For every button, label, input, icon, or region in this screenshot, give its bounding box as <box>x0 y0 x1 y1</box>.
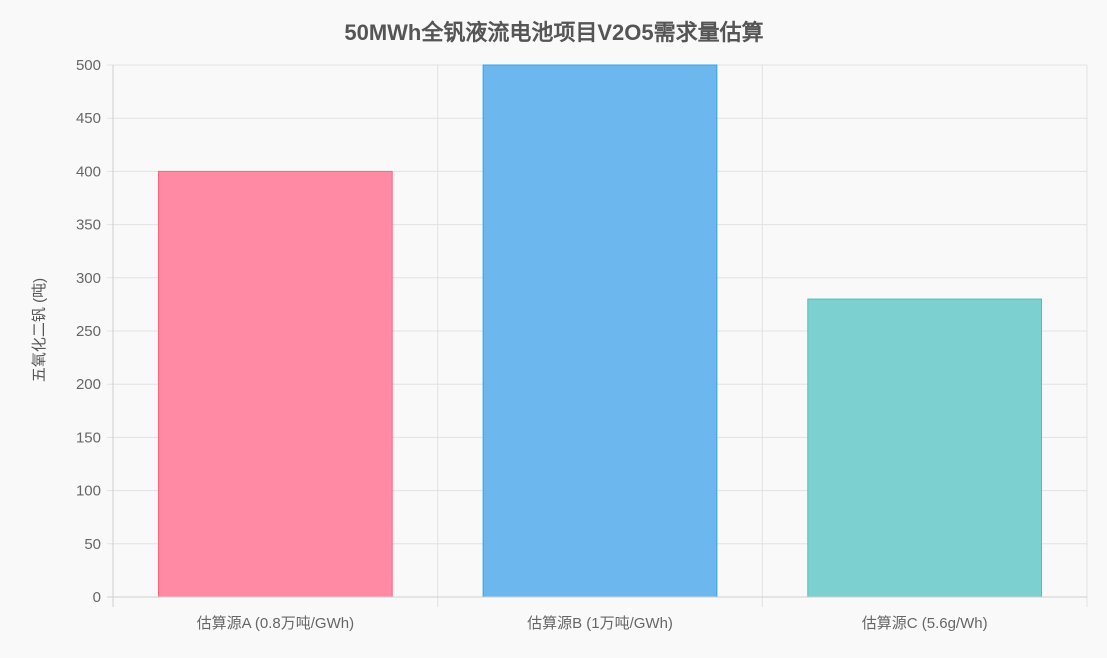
bar-1[interactable] <box>157 170 393 598</box>
bar-3[interactable] <box>807 298 1043 598</box>
y-tick-label-500: 500 <box>76 57 101 74</box>
y-tick-label-300: 300 <box>76 270 101 287</box>
x-tick-labels: 估算源A (0.8万吨/GWh) 估算源B (1万吨/GWh) 估算源C (5.6g… <box>197 614 988 632</box>
x-tick-label-1: 估算源A (0.8万吨/GWh) <box>197 614 355 632</box>
y-tick-label-100: 100 <box>76 483 101 500</box>
y-tick-label-150: 150 <box>76 429 101 446</box>
bar-2[interactable] <box>482 64 718 598</box>
y-axis-label: 五氧化二钒 (吨) <box>31 278 48 382</box>
y-tick-label-0: 0 <box>93 589 101 606</box>
x-tick-label-3: 估算源C (5.6g/Wh) <box>862 614 988 632</box>
chart-title: 50MWh全钒液流电池项目V2O5需求量估算 <box>344 20 763 45</box>
y-tick-labels: 0 50 100 150 200 250 300 350 400 450 500 <box>76 57 101 606</box>
y-tick-label-450: 450 <box>76 110 101 127</box>
y-tick-label-400: 400 <box>76 163 101 180</box>
y-tick-label-250: 250 <box>76 323 101 340</box>
y-tick-label-200: 200 <box>76 376 101 393</box>
axes <box>107 65 1087 607</box>
y-tick-label-350: 350 <box>76 217 101 234</box>
bars <box>157 64 1043 598</box>
y-tick-label-50: 50 <box>84 536 101 553</box>
x-tick-label-2: 估算源B (1万吨/GWh) <box>527 614 673 632</box>
